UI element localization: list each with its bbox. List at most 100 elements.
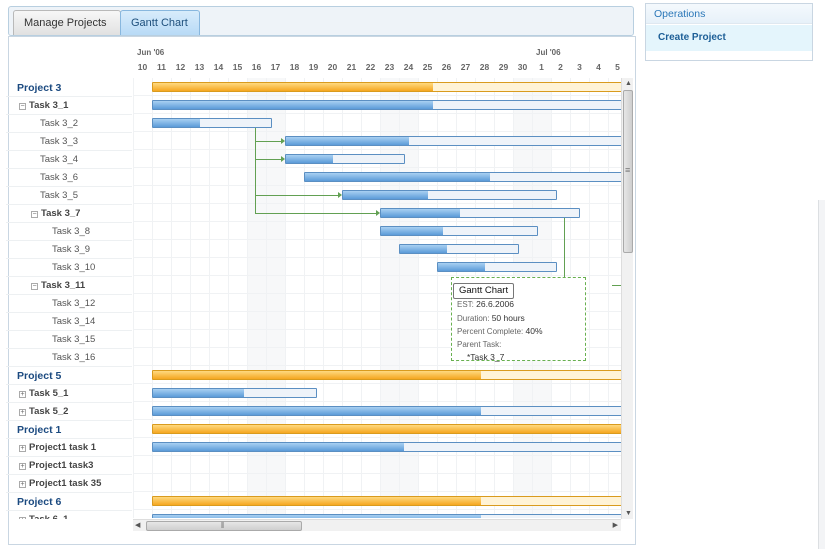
day-label: 26 xyxy=(441,62,452,72)
scroll-down-arrow-icon[interactable]: ▼ xyxy=(625,510,632,517)
task-bar[interactable] xyxy=(437,262,557,272)
tree-row-project[interactable]: Project 1 xyxy=(6,421,132,439)
tree-row-task[interactable]: Task 3_16 xyxy=(6,349,132,367)
grid-column xyxy=(228,78,229,518)
progress-fill xyxy=(305,173,491,181)
grid-column xyxy=(209,78,210,518)
day-label: 19 xyxy=(308,62,319,72)
grid-column xyxy=(437,78,438,518)
task-bar[interactable] xyxy=(285,136,621,146)
dependency-link xyxy=(255,128,256,214)
tree-row-project[interactable]: Project 6 xyxy=(6,493,132,511)
tree-row-label: Task 3_10 xyxy=(52,262,96,273)
task-bar[interactable] xyxy=(380,208,580,218)
tree-row-task[interactable]: Task 3_14 xyxy=(6,313,132,331)
task-bar[interactable] xyxy=(152,388,317,398)
task-bar[interactable] xyxy=(152,514,621,518)
tree-row-task[interactable]: − Task 3_7 xyxy=(6,205,132,223)
tooltip-percent-label: Percent Complete: xyxy=(457,327,524,336)
tree-row-task[interactable]: Task 3_8 xyxy=(6,223,132,241)
tree-row-task[interactable]: Task 3_15 xyxy=(6,331,132,349)
tree-row-label: Task 3_12 xyxy=(52,298,96,309)
tree-row-task[interactable]: Task 3_6 xyxy=(6,169,132,187)
collapse-icon[interactable]: − xyxy=(31,211,38,218)
project-bar[interactable] xyxy=(152,82,621,92)
tree-row-label: Task 3_7 xyxy=(41,208,81,219)
day-label: 13 xyxy=(194,62,205,72)
day-label: 1 xyxy=(539,62,544,72)
tree-row-task[interactable]: +Task 6_1 xyxy=(6,511,132,519)
tree-row-project[interactable]: Project 5 xyxy=(6,367,132,385)
task-bar[interactable] xyxy=(152,406,621,416)
tree-row-task[interactable]: Task 3_12 xyxy=(6,295,132,313)
tree-row-project[interactable]: Project 3 xyxy=(6,79,132,97)
tree-row-label: Task 3_4 xyxy=(40,154,79,165)
tree-row-label: Task 3_2 xyxy=(40,118,79,129)
task-bar[interactable] xyxy=(399,244,519,254)
tree-row-task[interactable]: Task 3_2 xyxy=(6,115,132,133)
task-bar[interactable] xyxy=(152,100,621,110)
scroll-grip-icon: ≡ xyxy=(625,165,631,175)
expand-icon[interactable]: + xyxy=(19,517,26,519)
task-bar[interactable] xyxy=(285,154,405,164)
expand-icon[interactable]: + xyxy=(19,463,26,470)
scroll-right-arrow-icon[interactable]: ▶ xyxy=(612,522,618,529)
grid-row xyxy=(133,473,621,474)
day-label: 17 xyxy=(270,62,281,72)
scroll-left-arrow-icon[interactable]: ◀ xyxy=(135,522,141,529)
horizontal-scrollbar[interactable]: ◀ ⦀ ▶ xyxy=(133,519,621,531)
project-bar[interactable] xyxy=(152,496,621,506)
tree-row-label: Task 3_8 xyxy=(52,226,91,237)
tree-row-label: Project1 task3 xyxy=(29,460,94,471)
project-bar[interactable] xyxy=(152,370,621,380)
create-project-link[interactable]: Create Project xyxy=(646,25,812,51)
expand-icon[interactable]: + xyxy=(19,481,26,488)
tree-row-task[interactable]: + Project1 task 1 xyxy=(6,439,132,457)
grid-row xyxy=(133,95,621,96)
scroll-up-arrow-icon[interactable]: ▲ xyxy=(625,80,632,87)
day-label: 22 xyxy=(365,62,376,72)
tab-manage-projects[interactable]: Manage Projects xyxy=(13,10,121,35)
tree-row-task[interactable]: − Task 3_11 xyxy=(6,277,132,295)
horizontal-scroll-thumb[interactable]: ⦀ xyxy=(146,521,302,531)
dependency-link xyxy=(612,285,621,286)
tree-row-task[interactable]: + Task 5_1 xyxy=(6,385,132,403)
day-label: 30 xyxy=(517,62,528,72)
grid-column xyxy=(361,78,362,518)
grid-row xyxy=(133,365,621,366)
expand-icon[interactable]: + xyxy=(19,409,26,416)
tree-row-task[interactable]: Task 3_5 xyxy=(6,187,132,205)
tree-row-task[interactable]: + Project1 task3 xyxy=(6,457,132,475)
expand-icon[interactable]: + xyxy=(19,445,26,452)
tab-gantt-chart[interactable]: Gantt Chart xyxy=(120,10,200,35)
tree-row-task[interactable]: + Task 5_2 xyxy=(6,403,132,421)
expand-icon[interactable]: + xyxy=(19,391,26,398)
task-bar[interactable] xyxy=(152,442,621,452)
vertical-scroll-thumb[interactable]: ≡ xyxy=(623,90,633,253)
progress-fill xyxy=(153,425,621,433)
task-bar[interactable] xyxy=(380,226,538,236)
day-label: 18 xyxy=(289,62,300,72)
task-bar[interactable] xyxy=(304,172,621,182)
tree-row-task[interactable]: Task 3_10 xyxy=(6,259,132,277)
tree-row-task[interactable]: Task 3_9 xyxy=(6,241,132,259)
day-label: 12 xyxy=(175,62,186,72)
grid-column xyxy=(342,78,343,518)
collapse-icon[interactable]: − xyxy=(31,283,38,290)
tree-row-task[interactable]: Task 3_3 xyxy=(6,133,132,151)
day-label: 14 xyxy=(213,62,224,72)
tree-row-task[interactable]: − Task 3_1 xyxy=(6,97,132,115)
project-bar[interactable] xyxy=(152,424,621,434)
day-label: 4 xyxy=(596,62,601,72)
grid-column xyxy=(380,78,381,518)
grid-column xyxy=(323,78,324,518)
dependency-arrow-icon xyxy=(281,156,285,162)
tree-row-task[interactable]: + Project1 task 35 xyxy=(6,475,132,493)
tree-row-label: Task 3_5 xyxy=(40,190,79,201)
tree-row-task[interactable]: Task 3_4 xyxy=(6,151,132,169)
collapse-icon[interactable]: − xyxy=(19,103,26,110)
vertical-scrollbar[interactable]: ▲ ≡ ▼ xyxy=(621,78,633,519)
task-bar[interactable] xyxy=(342,190,557,200)
progress-fill xyxy=(438,263,486,271)
task-bar[interactable] xyxy=(152,118,272,128)
